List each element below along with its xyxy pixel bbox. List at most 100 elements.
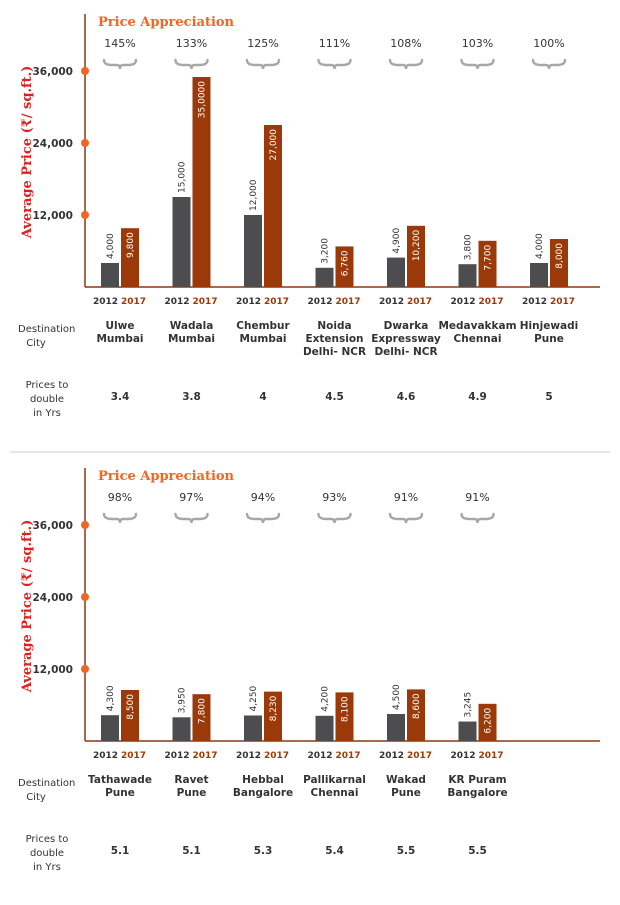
bar-2012 <box>530 263 548 287</box>
brace-shape <box>388 58 424 70</box>
destination-city: Expressway <box>371 333 441 345</box>
brace-shape <box>460 58 495 70</box>
destination-city: Extension <box>305 333 363 345</box>
destination-city: Bangalore <box>233 787 293 799</box>
bar-2012 <box>244 715 262 741</box>
destination-city: Bangalore <box>447 787 507 799</box>
y-tick-label: 36,000 <box>32 520 73 532</box>
year-2017-label: 2017 <box>193 751 218 761</box>
year-2017-label: 2017 <box>264 751 289 761</box>
bar-2012 <box>101 715 119 741</box>
bar-2017-value: 8,000 <box>555 243 565 269</box>
year-2017-label: 2017 <box>407 297 432 307</box>
bar-2012 <box>387 257 405 287</box>
bar-2017 <box>192 694 211 741</box>
brace-shape <box>245 512 281 524</box>
appreciation-value: 100% <box>533 37 564 50</box>
destination-label-line1: Destination <box>18 778 75 789</box>
bar-2017-value: 10,200 <box>412 230 422 262</box>
year-2012-label: 2012 <box>164 297 189 307</box>
appreciation-value: 98% <box>108 491 132 504</box>
year-2017-label: 2017 <box>407 751 432 761</box>
double-label-line3: in Yrs <box>33 408 61 419</box>
y-tick-dot <box>81 211 89 219</box>
brace-shape <box>174 58 209 70</box>
appreciation-value: 94% <box>251 491 275 504</box>
double-years-value: 3.8 <box>182 391 201 403</box>
y-tick-label: 24,000 <box>32 592 73 604</box>
bar-2012-value: 3,800 <box>464 234 474 260</box>
bar-2012 <box>315 267 334 287</box>
year-2012-label: 2012 <box>236 751 261 761</box>
appreciation-value: 97% <box>179 491 203 504</box>
bar-2017-value: 8,500 <box>126 694 136 720</box>
chart-panel-2: Price Appreciation Average Price (₹/ sq.f… <box>18 468 600 873</box>
year-2017-label: 2017 <box>336 297 361 307</box>
category-group: 111% 3,200 6,760 2012 2017 NoidaExtensionDelh… <box>303 37 366 403</box>
category-group: 108% 4,900 10,200 2012 2017 DwarkaExpresswayD… <box>371 37 441 403</box>
y-tick-dot <box>81 521 89 529</box>
year-2012-label: 2012 <box>450 297 475 307</box>
destination-city: Mumbai <box>96 333 143 345</box>
appreciation-value: 91% <box>394 491 418 504</box>
double-years-value: 4.9 <box>468 391 487 403</box>
bar-2017 <box>550 239 568 287</box>
destination-city: Chennai <box>454 333 502 345</box>
year-2017-label: 2017 <box>550 297 575 307</box>
y-tick-dot <box>81 665 89 673</box>
bar-2017 <box>264 691 282 741</box>
year-2012-label: 2012 <box>164 751 189 761</box>
year-2017-label: 2017 <box>193 297 218 307</box>
double-years-value: 5.5 <box>468 845 487 857</box>
bar-2012 <box>172 717 191 741</box>
brace-shape <box>102 58 138 70</box>
y-tick-label: 36,000 <box>32 66 73 78</box>
appreciation-value: 133% <box>176 37 207 50</box>
destination-city: Wakad <box>386 774 426 786</box>
double-label-line1: Prices to <box>26 380 69 391</box>
bar-2017-value: 8,230 <box>269 695 279 721</box>
brace-shape <box>174 512 209 524</box>
bar-2012 <box>172 197 191 287</box>
bar-2017 <box>264 125 282 287</box>
bar-2012-value: 15,000 <box>178 161 188 193</box>
bar-2017-value: 27,000 <box>269 129 279 161</box>
year-2012-label: 2012 <box>236 297 261 307</box>
bar-2017 <box>335 246 354 287</box>
destination-city: Mumbai <box>168 333 215 345</box>
bar-2017 <box>121 228 139 287</box>
double-label-line2: double <box>30 394 64 405</box>
bar-2012-value: 4,500 <box>392 684 402 710</box>
year-2012-label: 2012 <box>307 297 332 307</box>
bar-2012 <box>458 264 477 287</box>
double-years-value: 4 <box>259 391 266 403</box>
double-years-value: 3.4 <box>111 391 130 403</box>
brace-shape <box>531 58 567 70</box>
brace-shape <box>317 512 352 524</box>
destination-city: Delhi- NCR <box>374 346 437 358</box>
y-axis-label: Average Price (₹/ sq.ft.) <box>20 66 35 240</box>
appreciation-value: 91% <box>465 491 489 504</box>
bar-2017 <box>478 703 497 741</box>
destination-city: Mumbai <box>239 333 286 345</box>
destination-city: Delhi- NCR <box>303 346 366 358</box>
appreciation-value: 93% <box>322 491 346 504</box>
bar-2012-value: 4,900 <box>392 228 402 254</box>
chart-title: Price Appreciation <box>98 15 235 30</box>
destination-city: Hebbal <box>242 774 284 786</box>
destination-city: Tathawade <box>88 774 152 786</box>
appreciation-value: 111% <box>319 37 350 50</box>
y-axis-label: Average Price (₹/ sq.ft.) <box>20 520 35 694</box>
double-years-value: 4.5 <box>325 391 344 403</box>
appreciation-value: 145% <box>104 37 135 50</box>
year-2012-label: 2012 <box>93 297 118 307</box>
year-2017-label: 2017 <box>479 751 504 761</box>
